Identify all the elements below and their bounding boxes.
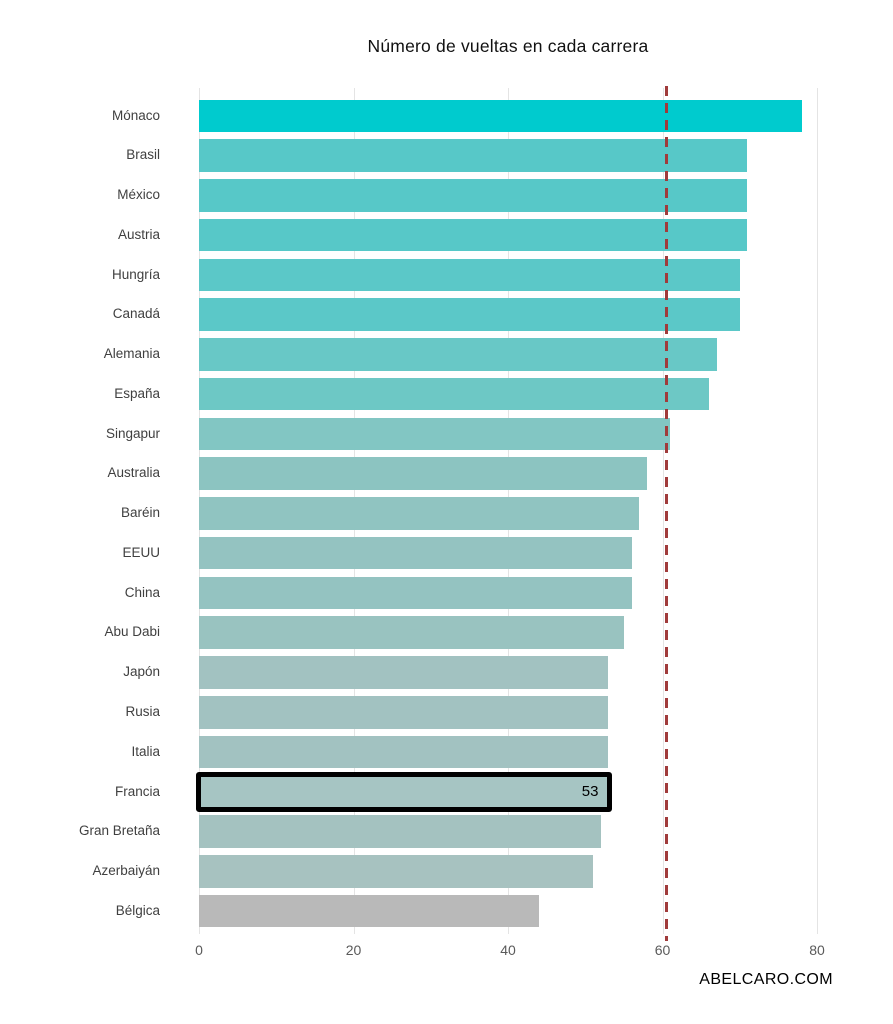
x-tick-label-20: 20 (345, 942, 362, 958)
bar-brasil (199, 139, 748, 172)
bar-austria (199, 218, 748, 252)
category-label-francia: Francia (114, 783, 160, 799)
x-tick-label-0: 0 (195, 942, 203, 958)
category-label-china: China (124, 584, 160, 600)
y-axis-labels: Mónaco Brasil México Austria Hungría Canadá Al… (0, 0, 160, 1024)
watermark: ABELCARO.COM (699, 971, 833, 988)
category-label-australia: Australia (107, 465, 160, 481)
bar-abu-dabi (199, 616, 624, 649)
bar-espana (199, 377, 709, 411)
bar-rusia (199, 696, 609, 729)
plot-area: 53 (196, 86, 860, 946)
category-label-brasil: Brasil (126, 147, 160, 163)
bar-canada (199, 298, 740, 331)
x-tick-label-60: 60 (654, 942, 671, 958)
category-label-barein: Baréin (120, 505, 160, 521)
bar-china (199, 576, 632, 610)
highlighted-bar-francia: 53 (196, 772, 613, 812)
category-label-italia: Italia (131, 743, 160, 759)
category-label-eeuu: EEUU (122, 544, 160, 560)
x-tick-label-80: 80 (809, 942, 825, 958)
bar-singapur (199, 417, 671, 451)
category-label-austria: Austria (117, 226, 160, 242)
bar-monaco (199, 99, 802, 133)
category-label-gran-bretana: Gran Bretaña (78, 823, 160, 839)
category-label-azerbaiyan: Azerbaiyán (92, 863, 160, 879)
x-tick-label-40: 40 (500, 942, 516, 958)
category-label-belgica: Bélgica (115, 902, 160, 918)
category-label-mexico: México (117, 187, 160, 203)
highlighted-bar-value-label: 53 (581, 783, 599, 801)
bar-gran-bretana (199, 815, 601, 848)
gridline-60 (662, 88, 664, 934)
category-label-monaco: Mónaco (111, 107, 160, 123)
category-label-espana: España (114, 385, 160, 401)
bar-belgica (199, 894, 539, 928)
bar-azerbaiyan (199, 855, 593, 888)
category-label-rusia: Rusia (125, 704, 160, 719)
bar-hungria (199, 258, 740, 292)
bar-japon (199, 656, 609, 689)
bar-barein (199, 497, 640, 530)
bar-italia (199, 735, 609, 769)
bar-australia (199, 457, 648, 490)
category-label-hungria: Hungría (111, 266, 160, 282)
reference-line-dashed (664, 86, 668, 941)
category-label-alemania: Alemania (103, 346, 160, 362)
bar-alemania (199, 338, 717, 371)
gridline-80 (817, 88, 818, 934)
bar-eeuu (199, 536, 632, 570)
category-label-singapur: Singapur (105, 425, 160, 441)
bar-mexico (199, 179, 748, 212)
category-label-canada: Canadá (112, 306, 160, 322)
category-label-japon: Japón (123, 664, 160, 680)
category-label-abu-dabi: Abu Dabi (104, 624, 160, 640)
chart-title: Número de vueltas en cada carrera (367, 36, 649, 56)
